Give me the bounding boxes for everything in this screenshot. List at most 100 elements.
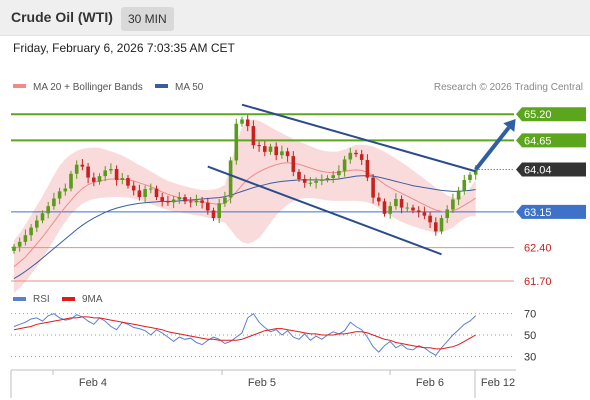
candle-body [337, 170, 341, 176]
candle-body [137, 190, 142, 198]
legend-ma20-swatch [13, 84, 26, 88]
legend-rsi-label: RSI [33, 294, 50, 305]
candle-body [211, 210, 216, 219]
candle-body [29, 227, 33, 236]
level-tag-resistance-1 [516, 133, 586, 148]
level-label-pivot-3: 63.15 [524, 207, 552, 219]
candle-body [206, 202, 210, 211]
candle-body [57, 191, 62, 199]
candle-body [171, 199, 176, 203]
candle-body [257, 145, 261, 147]
candle-body [35, 220, 39, 228]
candle-body [63, 188, 68, 192]
candle-body [297, 171, 301, 179]
candle-body [12, 246, 16, 251]
candle-body [120, 178, 125, 180]
candle-body [194, 200, 199, 203]
candle-body [103, 170, 107, 177]
candle-body [439, 218, 444, 232]
candle-body [131, 185, 136, 191]
candle-body [74, 164, 79, 174]
level-tag-resistance-0 [516, 107, 586, 122]
candle-body [234, 123, 239, 161]
candle-body [388, 206, 392, 214]
moving-averages [13, 162, 476, 280]
candle-body [382, 201, 387, 214]
candle-body [17, 241, 22, 247]
trend-channel [207, 103, 516, 256]
candle-body [46, 206, 50, 214]
chart-datetime: Friday, February 6, 2026 7:03:35 AM CET [13, 41, 235, 55]
candle-body [445, 209, 449, 219]
candle-body [394, 199, 398, 207]
candle-body [365, 159, 370, 178]
candle-body [411, 207, 415, 211]
ma20-line [13, 162, 476, 268]
candle-body [245, 119, 250, 127]
x-tick-label-2: Feb 6 [416, 377, 444, 389]
candle-body [371, 177, 375, 198]
candle-body [320, 179, 324, 181]
candle-body [468, 174, 472, 180]
level-label-resistance-1: 64.65 [524, 135, 552, 147]
candle-body [240, 119, 244, 124]
candle-body [183, 197, 187, 202]
chart-header: Crude Oil (WTI) 30 MIN [0, 0, 590, 36]
candle-body [285, 151, 290, 157]
candle-body [69, 173, 73, 189]
candle-body [40, 213, 45, 221]
candle-body [331, 175, 335, 179]
level-label-last_price-2: 64.04 [524, 164, 552, 176]
candle-body [434, 222, 438, 232]
candle-body [160, 197, 164, 202]
candle-body [422, 212, 427, 216]
bollinger-band [14, 119, 476, 293]
candle-body [399, 199, 404, 208]
forecast-arrow-shaft [474, 126, 511, 171]
rsi-series-rsi [13, 312, 477, 356]
candle-body [405, 207, 410, 209]
x-tick-label-1: Feb 5 [248, 377, 276, 389]
candle-body [97, 176, 102, 182]
level-label-resistance-0: 65.20 [524, 109, 552, 121]
level-label-support-5: 61.70 [524, 276, 552, 288]
candle-body [217, 203, 221, 219]
timeframe-button[interactable]: 30 MIN [121, 7, 174, 31]
support-resistance-levels [11, 113, 514, 282]
level-label-support-4: 62.40 [524, 243, 552, 255]
bollinger-band-fill [14, 119, 476, 293]
credit-text: Research © 2026 Trading Central [434, 82, 583, 93]
candle-body [52, 198, 56, 207]
forecast-arrow-head [503, 118, 516, 132]
candle-body [251, 126, 256, 146]
candle-body [188, 201, 193, 203]
channel-upper-line [241, 103, 476, 173]
rsi-series-9ma [13, 316, 476, 350]
x-axis: Feb 4 Feb 5 Feb 6 Feb 12 [10, 370, 515, 398]
candle-body [428, 215, 432, 223]
candle-body [154, 188, 159, 198]
candle-body [23, 235, 28, 242]
legend-9ma-label: 9MA [82, 294, 103, 305]
candle-body [177, 197, 182, 200]
candle-body [302, 178, 307, 183]
candle-body [462, 179, 467, 191]
candle-body [416, 210, 421, 213]
rsi-tick-label-30: 30 [524, 351, 536, 363]
candle-body [166, 201, 170, 203]
candle-body [473, 169, 478, 175]
candle-body [342, 159, 347, 171]
candle-body [377, 197, 381, 202]
legend-ma20-label: MA 20 + Bollinger Bands [33, 82, 143, 93]
candle-body [263, 146, 267, 152]
rsi-tick-label-50: 50 [524, 330, 536, 342]
candle-body [314, 180, 318, 183]
candle-body [308, 182, 313, 184]
legend-ma50-swatch [155, 84, 168, 88]
level-labels: 65.20 64.65 64.04 63.15 62.40 61.70 [516, 107, 586, 288]
candle-body [149, 188, 153, 190]
legend-ma50-label: MA 50 [175, 82, 204, 93]
candle-body [200, 200, 204, 203]
candle-body [354, 152, 358, 155]
candle-body [126, 178, 130, 186]
